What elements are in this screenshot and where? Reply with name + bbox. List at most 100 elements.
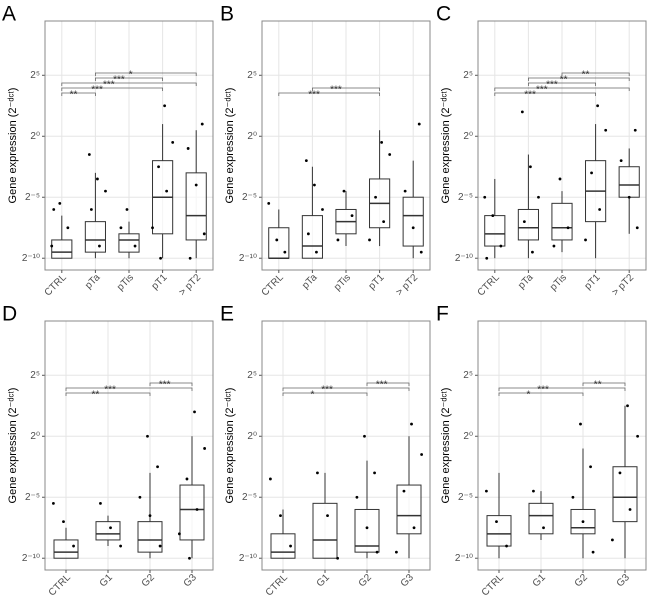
data-point	[50, 244, 54, 248]
significance-bracket	[312, 87, 380, 91]
x-tick-label: pT1	[367, 272, 387, 292]
data-point	[58, 201, 62, 205]
y-tick-label: 2⁻⁵	[458, 492, 473, 503]
x-tick-label: pT1	[150, 272, 170, 292]
data-point	[119, 544, 122, 548]
data-point	[591, 550, 595, 554]
data-point	[604, 128, 608, 132]
significance-bracket	[366, 382, 410, 386]
data-point	[375, 550, 379, 554]
panel-letter: D	[2, 303, 17, 326]
data-point	[96, 177, 99, 181]
data-point	[395, 550, 398, 554]
x-tick-label: > pT2	[394, 272, 420, 298]
y-tick-label: 2⁻¹⁰	[22, 553, 40, 564]
box	[396, 484, 422, 535]
y-tick-label: 2⁻⁵	[242, 492, 257, 503]
data-point	[522, 220, 526, 224]
significance-bracket	[61, 92, 96, 96]
data-point	[403, 189, 407, 193]
box	[612, 466, 638, 523]
data-point	[171, 140, 175, 144]
data-point	[611, 538, 614, 542]
y-axis-label: Gene expression (2⁻ᵈᶜᵗ)	[440, 88, 452, 204]
data-point	[119, 226, 123, 230]
data-point	[194, 183, 198, 187]
data-point	[125, 208, 129, 211]
y-axis-label: Gene expression (2⁻ᵈᶜᵗ)	[224, 88, 236, 204]
y-tick-label: 2⁻¹⁰	[455, 253, 473, 264]
data-point	[417, 122, 421, 126]
significance-bracket	[282, 387, 410, 391]
y-axis-label: Gene expression (2⁻ᵈᶜᵗ)	[7, 88, 19, 204]
data-point	[267, 201, 271, 205]
box	[528, 502, 554, 535]
x-tick-label: pTis	[332, 272, 353, 293]
data-point	[410, 422, 413, 426]
significance-bracket	[528, 82, 596, 86]
x-tick-label: CTRL	[260, 272, 287, 299]
data-point	[72, 544, 75, 548]
x-tick-label: > pT2	[177, 272, 203, 298]
data-point	[157, 165, 160, 169]
data-point	[520, 110, 524, 114]
data-point	[350, 214, 354, 218]
data-point	[598, 208, 602, 211]
x-tick-label: CTRL	[480, 572, 507, 599]
x-tick-label: G1	[315, 572, 333, 590]
data-point	[188, 256, 192, 260]
x-tick-label: pTa	[300, 272, 319, 291]
box	[179, 484, 205, 541]
significance-bracket	[561, 72, 630, 76]
box	[312, 502, 338, 559]
data-point	[532, 489, 535, 493]
x-tick-label: G2	[140, 572, 158, 590]
data-point	[87, 153, 91, 156]
y-tick-label: 2⁻¹⁰	[239, 553, 257, 564]
significance-bracket	[95, 77, 163, 81]
significance-label: ***	[536, 85, 548, 96]
panel-letter: B	[220, 3, 234, 26]
data-point	[618, 471, 622, 475]
data-point	[485, 256, 489, 260]
y-tick-label: 2⁻¹⁰	[455, 553, 473, 564]
data-point	[66, 226, 70, 230]
box	[402, 196, 424, 247]
x-tick-label: pTis	[115, 272, 136, 293]
y-tick-label: 2⁵	[463, 70, 473, 81]
x-tick-label: G2	[357, 572, 375, 590]
data-point	[203, 447, 207, 450]
y-axis-label: Gene expression (2⁻ᵈᶜᵗ)	[440, 388, 452, 504]
significance-bracket	[528, 77, 630, 81]
significance-bracket	[494, 92, 596, 96]
y-tick-label: 2⁻¹⁰	[22, 253, 40, 264]
box	[185, 172, 207, 241]
data-point	[165, 189, 169, 193]
data-point	[186, 147, 190, 150]
data-point	[336, 238, 340, 242]
data-point	[98, 244, 101, 248]
data-point	[635, 226, 639, 230]
data-point	[52, 501, 55, 505]
x-tick-label: > pT2	[610, 272, 636, 298]
data-point	[558, 177, 562, 181]
data-point	[289, 544, 292, 548]
panel-letter: F	[436, 303, 449, 326]
significance-bracket	[498, 387, 626, 391]
x-tick-label: G2	[573, 572, 591, 590]
data-point	[133, 244, 137, 248]
data-point	[104, 189, 107, 193]
data-point	[495, 520, 498, 524]
data-point	[315, 250, 318, 254]
significance-bracket	[282, 392, 368, 396]
box	[118, 233, 140, 253]
data-point	[316, 471, 319, 475]
significance-bracket	[61, 82, 197, 86]
box	[354, 508, 380, 553]
data-point	[633, 128, 637, 132]
significance-label: **	[560, 75, 568, 86]
significance-label: ***	[308, 90, 320, 101]
data-point	[321, 208, 324, 211]
x-tick-label: G1	[531, 572, 549, 590]
